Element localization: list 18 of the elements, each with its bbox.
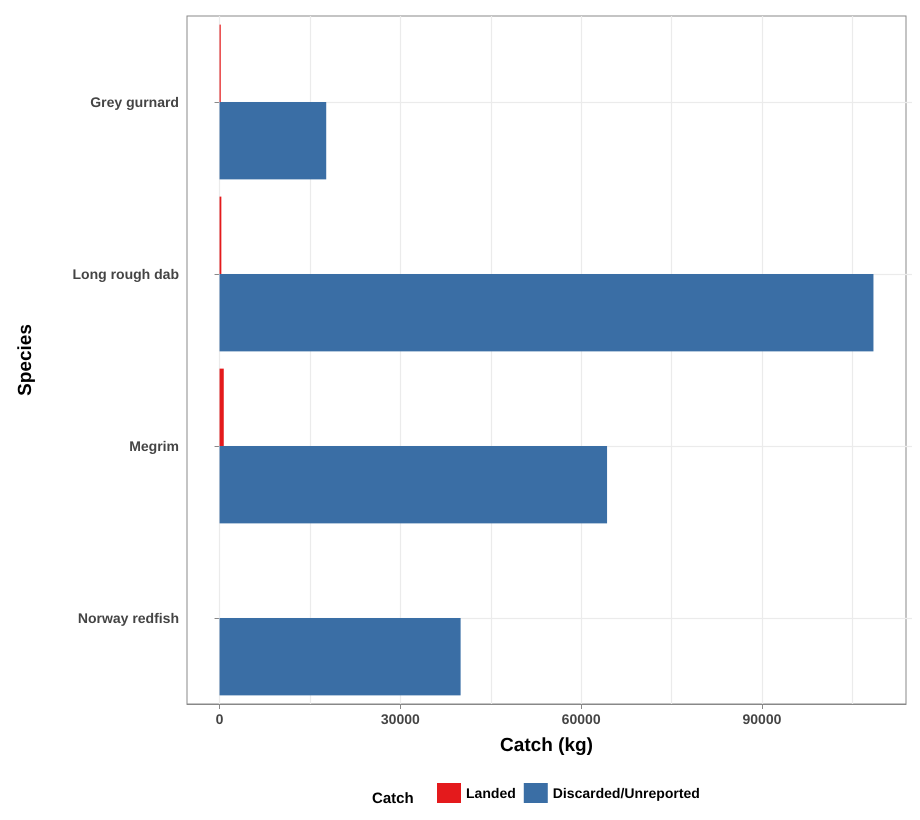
bar [220,446,608,524]
bar [220,102,326,180]
x-tick-label: 60000 [562,711,601,727]
y-tick-label: Long rough dab [72,266,179,282]
legend-label: Landed [466,785,516,801]
bar [220,274,874,352]
bar [220,618,461,696]
legend-title: Catch [372,790,414,807]
x-tick-label: 0 [216,711,224,727]
y-tick-label: Grey gurnard [90,94,179,110]
y-axis-title: Species [15,324,36,396]
x-axis-title: Catch (kg) [500,735,593,756]
x-tick-label: 30000 [380,711,420,727]
x-tick-label: 90000 [742,711,782,727]
bar [220,368,224,446]
y-tick-label: Norway redfish [78,610,179,626]
y-tick-label: Megrim [129,438,179,454]
legend-label: Discarded/Unreported [552,785,700,801]
